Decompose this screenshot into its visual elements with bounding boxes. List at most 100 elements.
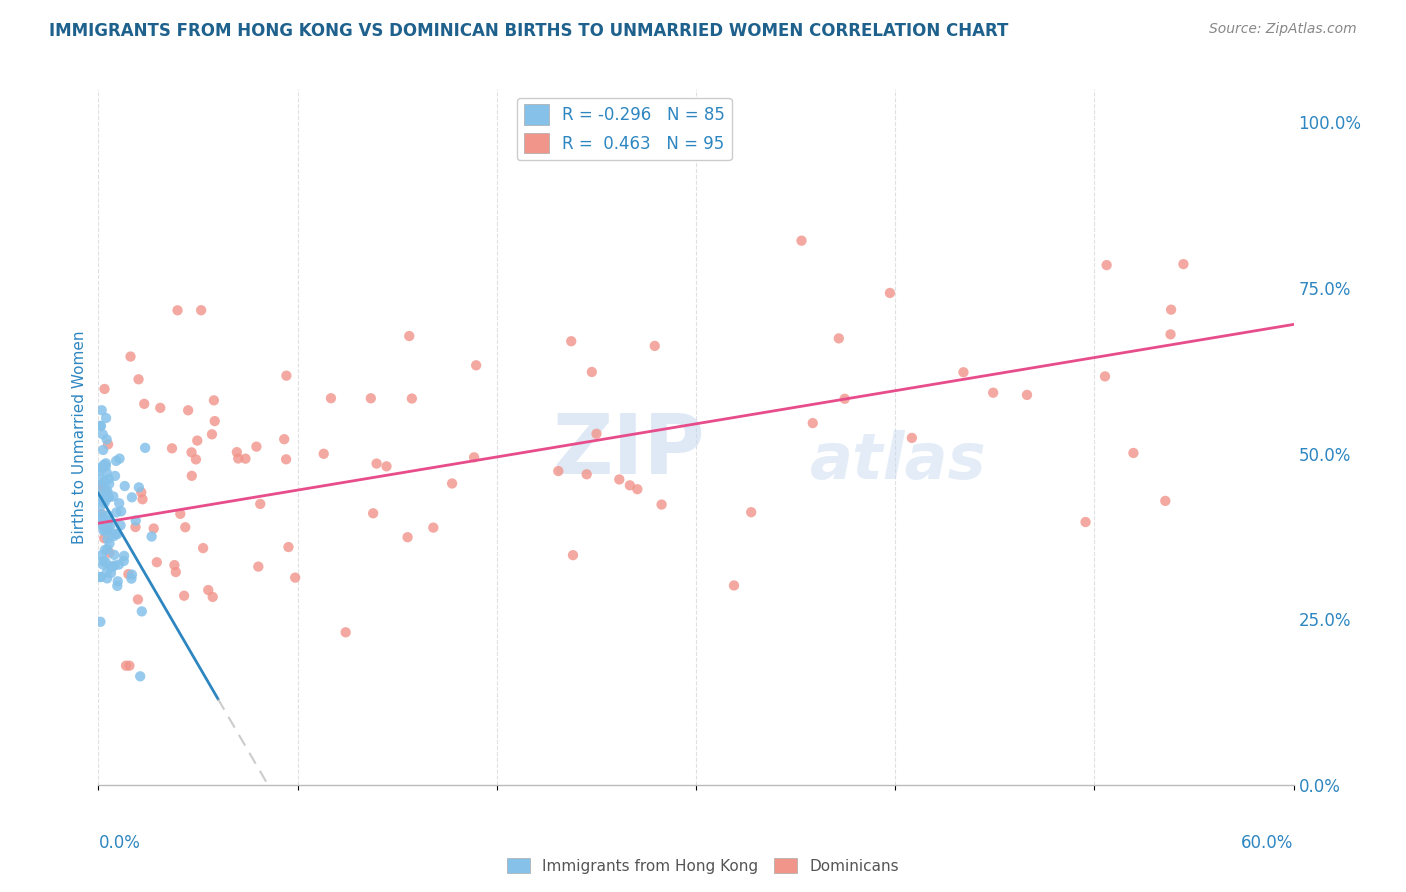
Point — [89, 570, 111, 584]
Point — [398, 329, 420, 343]
Point — [91, 558, 114, 572]
Point — [94, 495, 117, 509]
Point — [128, 480, 150, 494]
Point — [225, 445, 247, 459]
Point — [235, 451, 257, 466]
Point — [146, 555, 169, 569]
Point — [96, 571, 118, 585]
Point — [465, 359, 488, 373]
Point — [335, 625, 357, 640]
Point — [98, 476, 121, 491]
Point — [361, 506, 384, 520]
Point — [105, 505, 128, 519]
Point — [94, 458, 117, 473]
Point — [108, 558, 131, 572]
Point — [197, 582, 219, 597]
Point — [110, 504, 132, 518]
Point — [619, 478, 641, 492]
Point — [94, 543, 117, 558]
Point — [127, 592, 149, 607]
Point — [104, 469, 127, 483]
Point — [97, 514, 120, 528]
Point — [89, 464, 111, 478]
Point — [952, 365, 974, 379]
Point — [103, 548, 125, 562]
Text: IMMIGRANTS FROM HONG KONG VS DOMINICAN BIRTHS TO UNMARRIED WOMEN CORRELATION CHA: IMMIGRANTS FROM HONG KONG VS DOMINICAN B… — [49, 22, 1008, 40]
Point — [97, 508, 120, 523]
Point — [91, 508, 114, 522]
Point — [981, 385, 1004, 400]
Text: atlas: atlas — [810, 431, 986, 492]
Point — [1160, 302, 1182, 317]
Point — [105, 527, 128, 541]
Point — [560, 334, 582, 349]
Point — [276, 368, 298, 383]
Point — [108, 451, 131, 466]
Point — [108, 496, 131, 510]
Point — [120, 350, 142, 364]
Point — [562, 548, 585, 562]
Point — [91, 490, 114, 504]
Point — [129, 485, 152, 500]
Point — [274, 452, 297, 467]
Point — [91, 427, 114, 442]
Point — [177, 403, 200, 417]
Point — [134, 441, 156, 455]
Point — [97, 490, 120, 504]
Point — [96, 433, 118, 447]
Point — [247, 559, 270, 574]
Point — [128, 372, 150, 386]
Point — [273, 432, 295, 446]
Point — [120, 572, 142, 586]
Point — [441, 476, 464, 491]
Point — [96, 523, 118, 537]
Point — [284, 571, 307, 585]
Point — [180, 468, 202, 483]
Point — [94, 524, 117, 538]
Point — [89, 615, 111, 629]
Point — [96, 523, 118, 537]
Point — [166, 303, 188, 318]
Point — [142, 521, 165, 535]
Point — [93, 520, 115, 534]
Point — [98, 536, 121, 550]
Point — [422, 520, 444, 534]
Point — [103, 490, 125, 504]
Point — [169, 507, 191, 521]
Point — [585, 426, 607, 441]
Point — [191, 541, 214, 555]
Point — [790, 234, 813, 248]
Point — [740, 505, 762, 519]
Point — [245, 440, 267, 454]
Point — [396, 530, 419, 544]
Point — [94, 475, 117, 490]
Point — [96, 542, 118, 557]
Point — [204, 414, 226, 428]
Point — [112, 554, 135, 568]
Legend: R = -0.296   N = 85, R =  0.463   N = 95: R = -0.296 N = 85, R = 0.463 N = 95 — [517, 97, 731, 160]
Point — [89, 418, 111, 433]
Point — [118, 658, 141, 673]
Point — [202, 393, 225, 408]
Point — [463, 450, 485, 465]
Point — [93, 531, 115, 545]
Point — [101, 559, 124, 574]
Point — [723, 578, 745, 592]
Point — [226, 451, 249, 466]
Point — [89, 480, 111, 494]
Point — [1095, 258, 1118, 272]
Point — [93, 382, 115, 396]
Point — [184, 452, 207, 467]
Point — [104, 526, 127, 541]
Point — [277, 540, 299, 554]
Point — [626, 482, 648, 496]
Point — [607, 472, 630, 486]
Point — [249, 497, 271, 511]
Point — [134, 397, 156, 411]
Point — [90, 419, 112, 434]
Point — [107, 574, 129, 589]
Text: Source: ZipAtlas.com: Source: ZipAtlas.com — [1209, 22, 1357, 37]
Point — [89, 510, 111, 524]
Point — [103, 558, 125, 573]
Point — [93, 524, 115, 538]
